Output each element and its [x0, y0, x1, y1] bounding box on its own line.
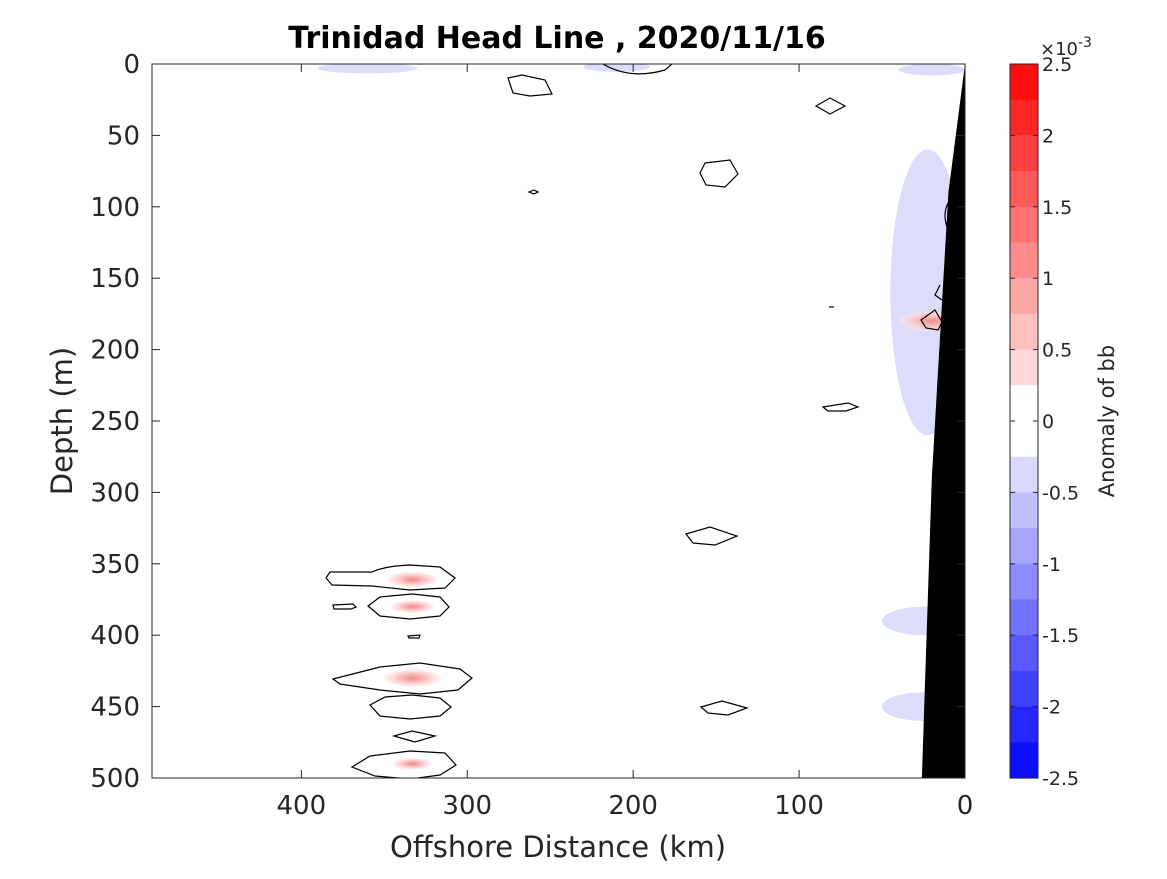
y-tick-label: 200 — [90, 336, 140, 366]
colorbar-segment — [1010, 421, 1038, 458]
colorbar-tick-label: 0 — [1042, 411, 1054, 433]
y-tick-label: 350 — [90, 550, 140, 580]
contour-line — [821, 402, 860, 412]
x-tick-label: 200 — [608, 791, 658, 821]
colorbar-segment — [1010, 599, 1038, 636]
x-axis-label: Offshore Distance (km) — [390, 830, 726, 864]
colorbar-segment — [1010, 278, 1038, 315]
colorbar-tick-label: 1.5 — [1042, 197, 1072, 219]
colorbar-tick-label: -2 — [1042, 697, 1061, 719]
contour-line — [527, 189, 540, 195]
x-tick-label: 400 — [277, 791, 327, 821]
y-axis: 0 50 100 150 200 250 300 350 400 450 500 — [90, 50, 965, 794]
colorbar-tick-label: -2.5 — [1042, 768, 1079, 790]
y-tick-label: 0 — [123, 50, 140, 80]
colorbar-tick-label: 2.5 — [1042, 54, 1072, 76]
colorbar-segment — [1010, 206, 1038, 244]
positive-anomaly-patch — [387, 571, 438, 588]
colorbar-segment — [1010, 563, 1038, 601]
chart-title: Trinidad Head Line , 2020/11/16 — [288, 21, 825, 56]
y-tick-label: 50 — [107, 121, 140, 151]
x-axis: 400 300 200 100 0 — [277, 64, 974, 821]
colorbar-segment — [1010, 635, 1038, 672]
x-tick-label: 300 — [442, 791, 492, 821]
colorbar-segment — [1010, 313, 1038, 351]
colorbar-tick-label: -1.5 — [1042, 625, 1079, 647]
plot-area — [152, 64, 965, 778]
contour-line — [391, 730, 438, 743]
positive-anomaly-patch — [384, 669, 441, 687]
colorbar-tick-label: 0.5 — [1042, 340, 1072, 362]
y-tick-label: 500 — [90, 764, 140, 794]
contour-line — [507, 74, 553, 97]
negative-anomaly-patch — [898, 64, 965, 76]
colorbar-tick-label: -0.5 — [1042, 482, 1079, 504]
contour-line — [920, 309, 943, 331]
x-tick-label: 100 — [774, 791, 824, 821]
contour-line — [814, 97, 847, 115]
y-tick-label: 300 — [90, 478, 140, 508]
colorbar-tick-label: -1 — [1042, 554, 1061, 576]
contour-line — [407, 634, 421, 639]
colorbar-tick-label: 2 — [1042, 125, 1054, 147]
contour-line — [369, 694, 452, 720]
colorbar-segment — [1010, 64, 1038, 101]
colorbar-segment — [1010, 385, 1038, 422]
contour-line — [602, 64, 673, 75]
colorbar: 2.5 2 1.5 1 0.5 0 -0.5 -1 -1.5 -2 -2.5 — [1009, 54, 1079, 790]
positive-anomaly-patch — [393, 757, 432, 770]
colorbar-segment — [1010, 670, 1038, 708]
colorbar-segment — [1010, 171, 1038, 208]
colorbar-segment — [1010, 99, 1038, 136]
colorbar-segment — [1010, 349, 1038, 386]
y-tick-label: 100 — [90, 193, 140, 223]
contour-line — [325, 564, 456, 591]
y-tick-label: 250 — [90, 407, 140, 437]
contour-line — [350, 750, 457, 778]
colorbar-segment — [1010, 242, 1038, 279]
colorbar-segment — [1010, 706, 1038, 743]
contour-line — [934, 284, 943, 301]
negative-anomaly-patch — [317, 64, 418, 74]
zero-contours — [325, 64, 949, 778]
seafloor-bathymetry — [921, 64, 965, 778]
colorbar-segment — [1010, 492, 1038, 529]
contour-line — [699, 159, 739, 188]
y-tick-label: 450 — [90, 693, 140, 723]
contour-line — [367, 593, 450, 620]
contour-line — [699, 700, 749, 716]
colorbar-segment — [1010, 135, 1038, 172]
positive-anomaly-patch — [391, 600, 434, 614]
colorbar-tick-label: 1 — [1042, 268, 1054, 290]
colorbar-segment — [1010, 742, 1038, 779]
x-tick-label: 0 — [957, 791, 974, 821]
colorbar-segment — [1010, 456, 1038, 493]
contour-line — [684, 526, 739, 546]
y-tick-label: 150 — [90, 264, 140, 294]
y-axis-label: Depth (m) — [45, 347, 79, 495]
contour-line — [331, 662, 473, 695]
colorbar-segment — [1010, 528, 1038, 565]
contour-line — [332, 603, 358, 610]
colorbar-label: Anomaly of bb — [1095, 345, 1119, 497]
y-tick-label: 400 — [90, 621, 140, 651]
colorbar-exponent: ×10-3 — [1040, 35, 1092, 60]
